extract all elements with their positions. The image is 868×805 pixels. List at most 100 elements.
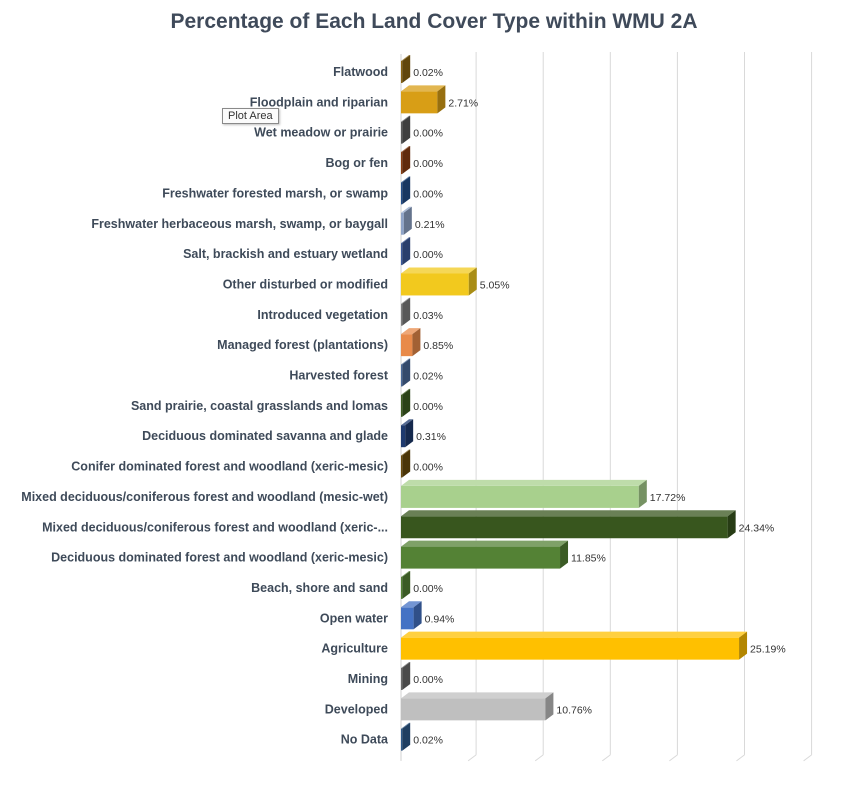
bar[interactable]: [401, 358, 411, 387]
bar-front: [401, 91, 438, 114]
chart-title: Percentage of Each Land Cover Type withi…: [170, 10, 698, 33]
bar[interactable]: [401, 206, 412, 235]
category-label: Managed forest (plantations): [217, 338, 388, 352]
bar-front: [401, 182, 403, 205]
category-label: Beach, shore and sand: [251, 581, 388, 595]
bar-top: [401, 419, 414, 426]
category-label: No Data: [341, 733, 389, 747]
bar-top: [401, 237, 411, 244]
value-label: 24.34%: [739, 522, 775, 534]
bar-top: [401, 267, 477, 274]
bar-front: [401, 364, 403, 387]
category-label: Deciduous dominated savanna and glade: [142, 429, 388, 443]
bar-side: [638, 479, 647, 508]
value-label: 11.85%: [571, 553, 606, 565]
bar-side: [402, 570, 411, 599]
bar-side: [402, 662, 411, 690]
bar[interactable]: [401, 692, 554, 721]
bar-side: [739, 631, 748, 660]
value-label: 0.85%: [423, 340, 453, 352]
bar[interactable]: [401, 267, 477, 296]
bar[interactable]: [401, 146, 411, 175]
bar[interactable]: [401, 479, 647, 508]
value-label: 0.03%: [413, 310, 443, 322]
category-label: Developed: [325, 702, 388, 716]
bar[interactable]: [401, 722, 411, 751]
value-label: 0.00%: [413, 674, 443, 686]
bar-top: [401, 540, 569, 547]
category-label: Wet meadow or prairie: [254, 126, 388, 140]
bar-front: [401, 607, 414, 630]
bar[interactable]: [401, 388, 411, 417]
bar-front: [401, 425, 406, 448]
value-label: 0.21%: [415, 219, 445, 231]
bar-top: [401, 85, 446, 92]
bar[interactable]: [401, 601, 422, 630]
bar-side: [412, 328, 421, 357]
bar-top: [401, 115, 411, 122]
category-label: Harvested forest: [289, 369, 388, 383]
bar-front: [401, 61, 403, 83]
bar[interactable]: [401, 297, 411, 326]
bar-side: [402, 237, 411, 266]
bar-top: [401, 388, 411, 395]
bar-side: [402, 297, 411, 326]
bar[interactable]: [401, 176, 411, 205]
bar[interactable]: [401, 85, 446, 114]
bar[interactable]: [401, 510, 736, 539]
category-label: Salt, brackish and estuary wetland: [183, 247, 388, 261]
bar-top: [401, 328, 421, 335]
bar[interactable]: [401, 570, 411, 599]
bar-front: [401, 698, 546, 721]
category-label: Freshwater herbaceous marsh, swamp, or b…: [91, 217, 388, 231]
bar-side: [727, 510, 736, 539]
bar-top: [401, 358, 411, 365]
value-label: 0.00%: [413, 462, 443, 474]
value-label: 2.71%: [448, 97, 478, 109]
gridline-foot: [601, 754, 611, 762]
bar-side: [468, 267, 477, 296]
bar-front: [401, 546, 561, 569]
bar[interactable]: [401, 631, 748, 660]
bar-top: [401, 206, 412, 213]
bar[interactable]: [401, 540, 569, 569]
bar-side: [402, 388, 411, 417]
gridline-foot: [669, 754, 678, 762]
bar[interactable]: [401, 449, 411, 478]
bar-side: [402, 449, 411, 478]
bar-front: [401, 243, 403, 266]
category-label: Mining: [348, 672, 388, 686]
bar[interactable]: [401, 328, 421, 357]
bar[interactable]: [401, 115, 411, 144]
bar-front: [401, 303, 403, 326]
bar-top: [401, 570, 411, 577]
value-label: 0.00%: [413, 583, 443, 595]
category-label: Mixed deciduous/coniferous forest and wo…: [21, 490, 388, 504]
bar-front: [401, 576, 403, 599]
value-label: 0.00%: [413, 128, 443, 140]
bar-side: [402, 146, 411, 175]
value-label: 5.05%: [480, 279, 510, 291]
bar[interactable]: [401, 237, 411, 266]
value-label: 0.00%: [413, 158, 443, 170]
category-label: Sand prairie, coastal grasslands and lom…: [131, 399, 388, 413]
bar-side: [545, 692, 554, 721]
bar-top: [401, 601, 422, 608]
gridline-foot: [467, 754, 477, 762]
bar[interactable]: [401, 55, 411, 83]
category-label: Deciduous dominated forest and woodland …: [51, 551, 388, 565]
bar-top: [401, 146, 411, 153]
bar-front: [401, 152, 403, 175]
value-label: 0.00%: [413, 188, 443, 200]
bar-top: [401, 631, 748, 638]
bar-front: [401, 273, 469, 296]
category-label: Bog or fen: [326, 156, 389, 170]
bar[interactable]: [401, 662, 411, 690]
bar[interactable]: [401, 419, 414, 448]
category-label: Conifer dominated forest and woodland (x…: [71, 460, 388, 474]
gridline-foot: [736, 754, 745, 762]
bar-top: [401, 176, 411, 183]
bar-side: [402, 55, 411, 83]
